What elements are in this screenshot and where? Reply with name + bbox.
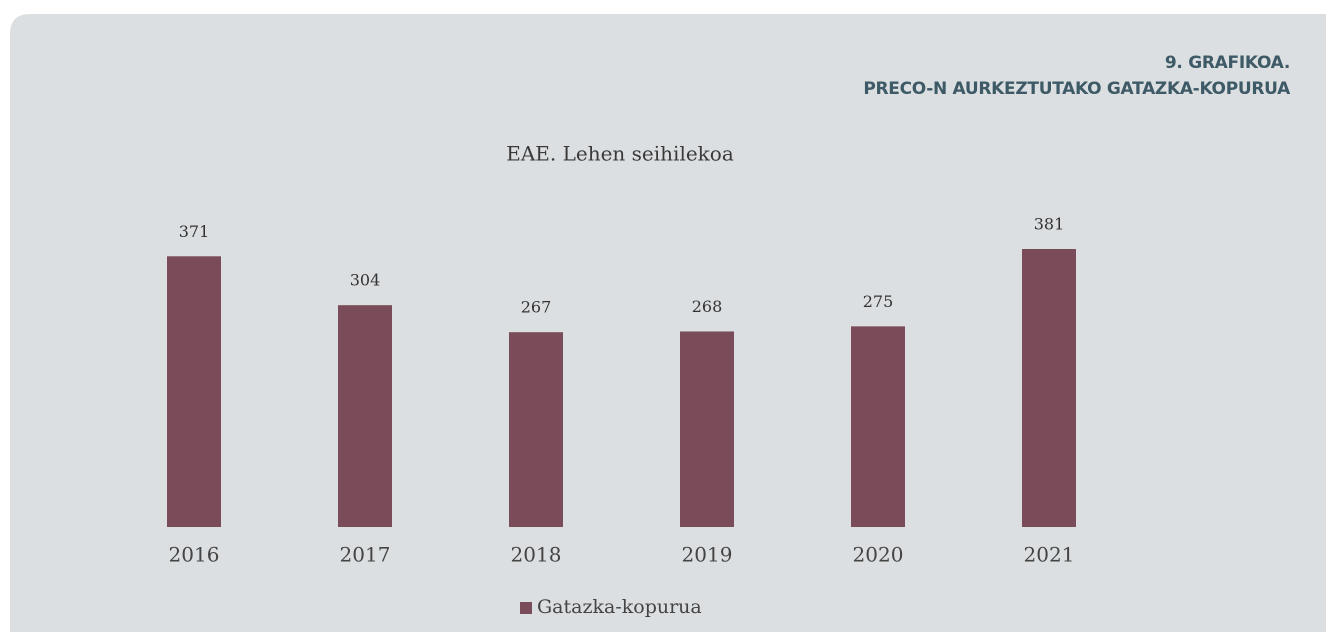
legend-swatch	[520, 602, 532, 614]
legend-label: Gatazka-kopurua	[537, 596, 702, 618]
data-label: 371	[179, 222, 210, 241]
data-label: 268	[692, 297, 723, 316]
data-label: 381	[1034, 215, 1065, 234]
chart-subtitle: PRECO-N AURKEZTUTAKO GATAZKA-KOPURUA	[863, 79, 1291, 99]
bar	[509, 332, 563, 527]
bar	[338, 305, 392, 527]
bar	[680, 331, 734, 527]
x-tick-label: 2021	[1024, 543, 1075, 567]
bar	[1022, 249, 1076, 527]
bar	[167, 256, 221, 527]
chart-title: 9. GRAFIKOA.	[1165, 53, 1290, 73]
x-tick-label: 2018	[511, 543, 562, 567]
data-label: 304	[350, 271, 381, 290]
x-tick-label: 2017	[340, 543, 391, 567]
data-label: 275	[863, 292, 894, 311]
bar	[851, 326, 905, 527]
x-tick-label: 2016	[169, 543, 220, 567]
x-tick-label: 2020	[853, 543, 904, 567]
chart-caption: EAE. Lehen seihilekoa	[506, 142, 734, 166]
x-tick-label: 2019	[682, 543, 733, 567]
data-label: 267	[521, 298, 552, 317]
